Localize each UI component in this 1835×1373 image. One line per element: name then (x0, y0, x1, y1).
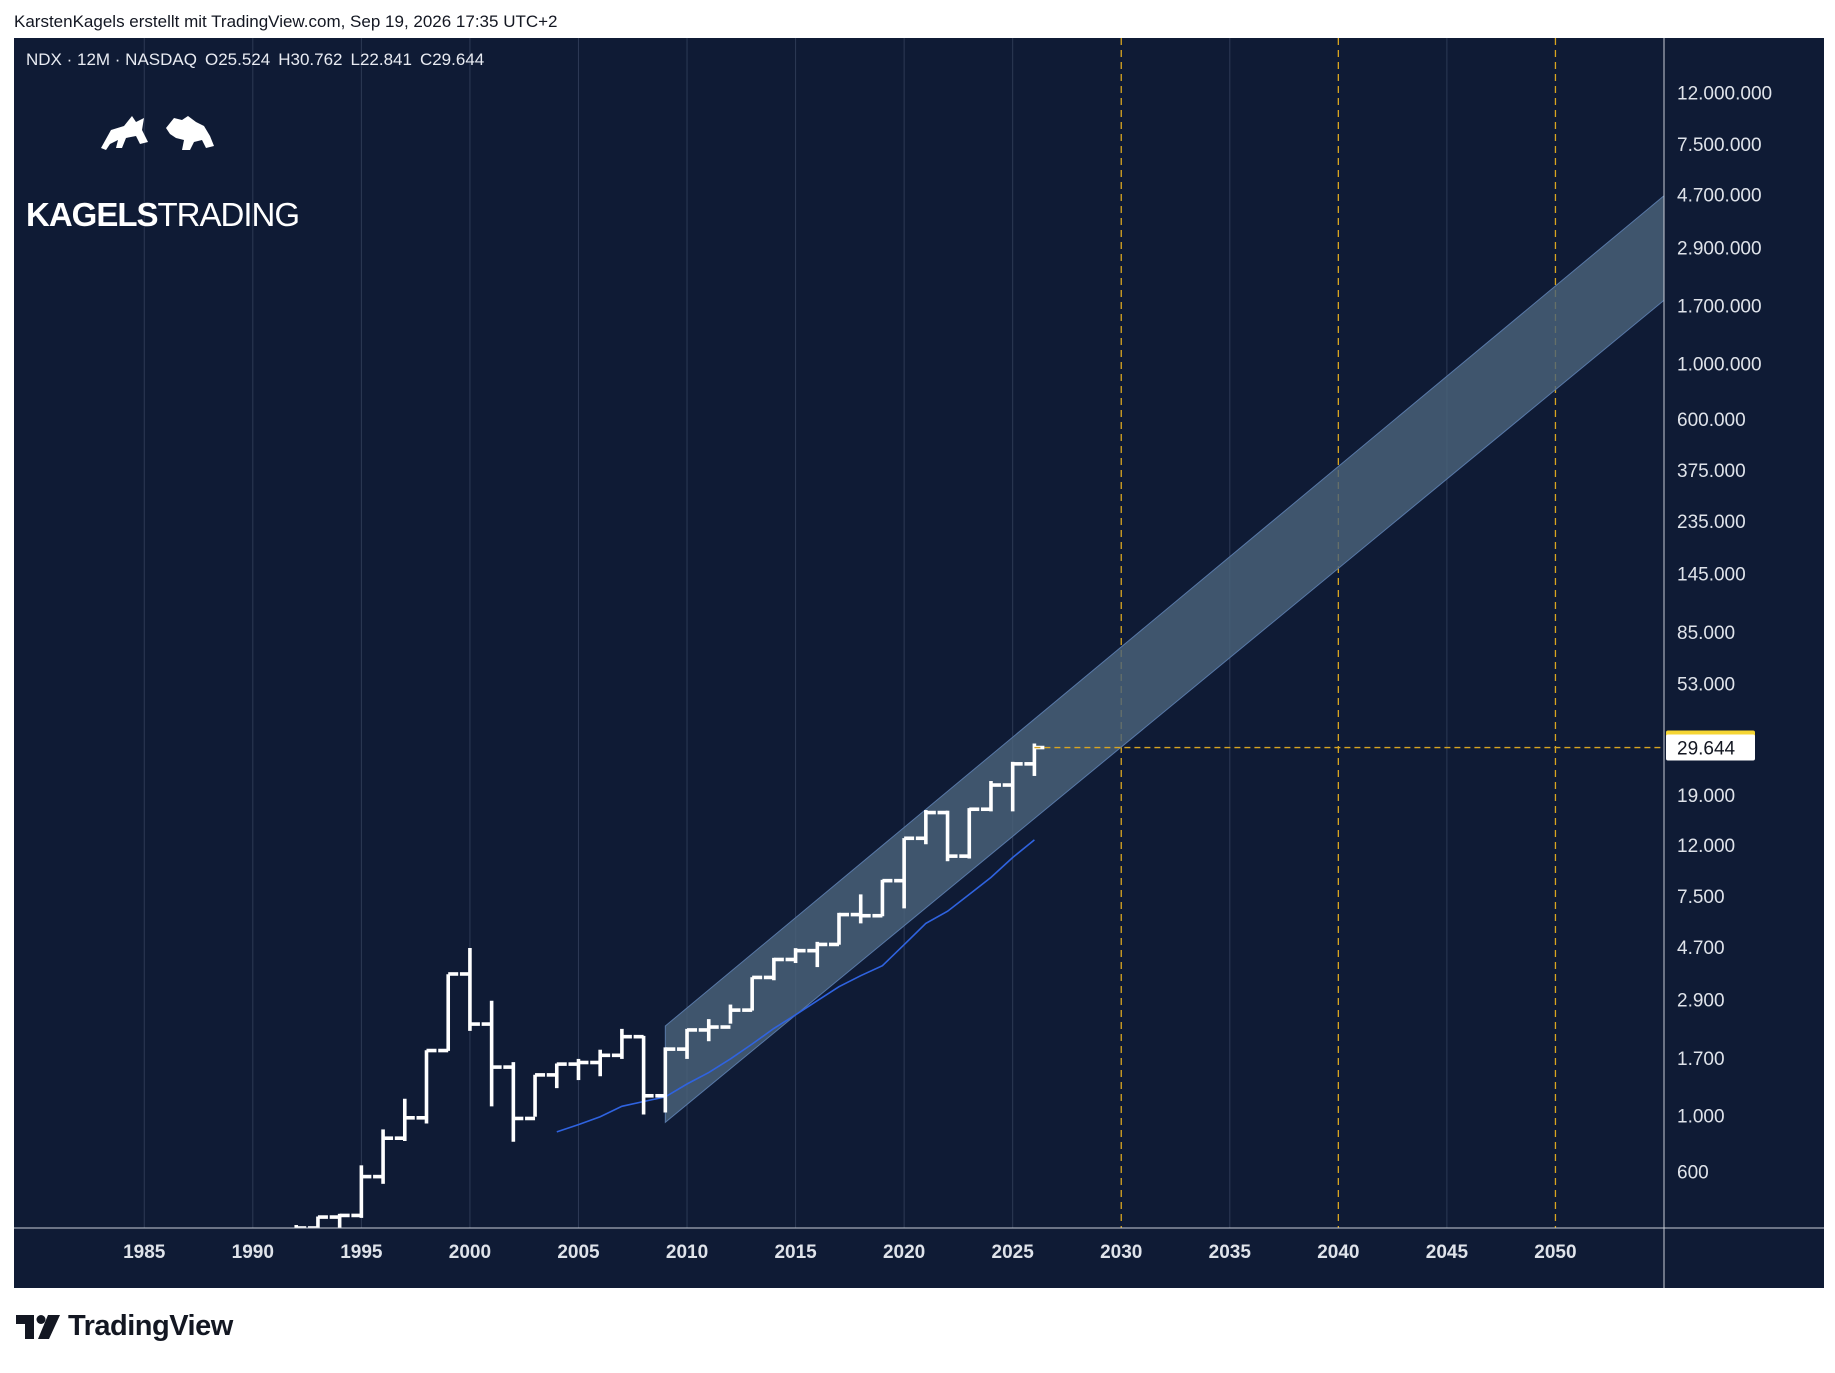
time-tick-label: 2030 (1100, 1242, 1142, 1263)
price-tick-label: 375.000 (1677, 461, 1746, 482)
bull-bear-icon (101, 116, 214, 150)
ohlc-bar-2008 (633, 1034, 654, 1115)
ohlc-bar-2021 (915, 810, 936, 845)
chart-caption: KarstenKagels erstellt mit TradingView.c… (14, 12, 558, 31)
ohlc-bar-2009 (655, 1047, 676, 1113)
price-tick-label: 1.000.000 (1677, 354, 1762, 375)
ohlc-bar-1992 (294, 1225, 307, 1228)
time-tick-label: 1985 (123, 1242, 166, 1263)
price-tick-label: 2.900 (1677, 991, 1725, 1012)
ohlc-bar-2020 (894, 836, 915, 909)
ohlc-bar-2003 (525, 1073, 546, 1121)
price-tick-label: 1.700.000 (1677, 297, 1762, 318)
price-tick-label: 600.000 (1677, 410, 1746, 431)
ohlc-bar-2022 (937, 810, 958, 862)
ohlc-bar-1997 (394, 1098, 415, 1142)
moving-average-line (556, 839, 1035, 1133)
price-tick-label: 1.700 (1677, 1049, 1725, 1070)
time-tick-label: 2005 (557, 1242, 600, 1263)
price-tick-label: 7.500.000 (1677, 135, 1762, 156)
price-tick-label: 235.000 (1677, 512, 1746, 533)
growth-channel (664, 195, 1664, 1124)
ohlc-bar-1994 (329, 1213, 350, 1228)
ohlc-bar-2015 (785, 948, 806, 964)
ohlc-bar-2012 (720, 1004, 741, 1029)
price-tick-label: 1.000 (1677, 1107, 1725, 1128)
ohlc-bar-2004 (546, 1062, 567, 1089)
price-tick-label: 2.900.000 (1677, 238, 1762, 259)
ohlc-bar-2018 (850, 894, 871, 924)
close-price-label: 29.644 (1677, 739, 1736, 760)
ohlc-chart[interactable]: 12.000.000 7.500.000 4.700.000 2.900.000 1.7… (14, 38, 1824, 1288)
ohlc-bar-2025 (1002, 761, 1023, 812)
time-tick-label: 2050 (1534, 1242, 1576, 1263)
ohlc-bar-2017 (829, 912, 849, 947)
time-tick-label: 2025 (992, 1242, 1035, 1263)
ohlc-bar-2011 (698, 1019, 719, 1042)
time-tick-label: 1995 (340, 1242, 383, 1263)
tradingview-wordmark: TradingView (68, 1310, 233, 1342)
time-tick-label: 1990 (232, 1242, 274, 1263)
price-tick-label: 12.000 (1677, 836, 1735, 857)
ohlc-bar-2016 (807, 941, 828, 968)
ohlc-bar-2001 (481, 1000, 502, 1107)
ohlc-bar-1998 (416, 1048, 437, 1124)
low-value: L22.841 (350, 50, 412, 69)
ohlc-bar-2007 (611, 1028, 632, 1059)
ohlc-bar-2010 (677, 1028, 698, 1059)
price-tick-label: 4.700.000 (1677, 186, 1762, 207)
price-tick-label: 145.000 (1677, 565, 1746, 586)
kagels-trading-logo: KAGELSTRADING (26, 108, 300, 233)
price-tick-label: 85.000 (1677, 623, 1735, 644)
price-tick-label: 12.000.000 (1677, 84, 1772, 105)
time-tick-label: 2015 (774, 1242, 817, 1263)
high-value: H30.762 (278, 50, 343, 69)
chart-panel[interactable]: 12.000.000 7.500.000 4.700.000 2.900.000 1.7… (14, 38, 1824, 1288)
price-tick-label: 19.000 (1677, 786, 1735, 807)
symbol-info[interactable]: NDX · 12M · NASDAQ (26, 50, 197, 69)
close-price-tag (1666, 734, 1755, 761)
tradingview-icon (16, 1314, 60, 1339)
tradingview-logo[interactable]: TradingView (16, 1310, 233, 1343)
price-tick-label: 600 (1677, 1162, 1709, 1183)
ohlc-bar-2019 (872, 878, 893, 918)
ohlc-bar-1995 (351, 1165, 372, 1218)
time-tick-label: 2000 (449, 1242, 491, 1263)
price-tick-label: 53.000 (1677, 674, 1735, 695)
ohlc-bar-1993 (307, 1215, 328, 1228)
time-tick-label: 2045 (1426, 1242, 1469, 1263)
symbol-legend: NDX · 12M · NASDAQ O25.524 H30.762 L22.841 C… (26, 50, 492, 70)
time-tick-label: 2010 (666, 1242, 708, 1263)
time-tick-label: 2020 (883, 1242, 925, 1263)
ohlc-bar-2014 (763, 957, 784, 981)
ohlc-bar-2006 (590, 1049, 611, 1077)
ohlc-bar-2000 (459, 948, 480, 1031)
ohlc-bar-2005 (568, 1058, 589, 1081)
ohlc-bar-1999 (438, 972, 459, 1053)
ohlc-bar-2002 (503, 1062, 524, 1142)
time-tick-label: 2040 (1317, 1242, 1359, 1263)
time-tick-label: 2035 (1209, 1242, 1252, 1263)
price-tick-label: 7.500 (1677, 887, 1725, 908)
ohlc-bar-2024 (980, 781, 1001, 812)
open-value: O25.524 (204, 50, 271, 69)
brand-name: KAGELSTRADING (26, 196, 300, 233)
price-tick-label: 4.700 (1677, 938, 1725, 959)
ohlc-bar-1996 (373, 1129, 394, 1184)
ohlc-bar-2013 (742, 975, 763, 1012)
ohlc-bar-2023 (959, 807, 980, 859)
close-value: C29.644 (419, 50, 485, 69)
